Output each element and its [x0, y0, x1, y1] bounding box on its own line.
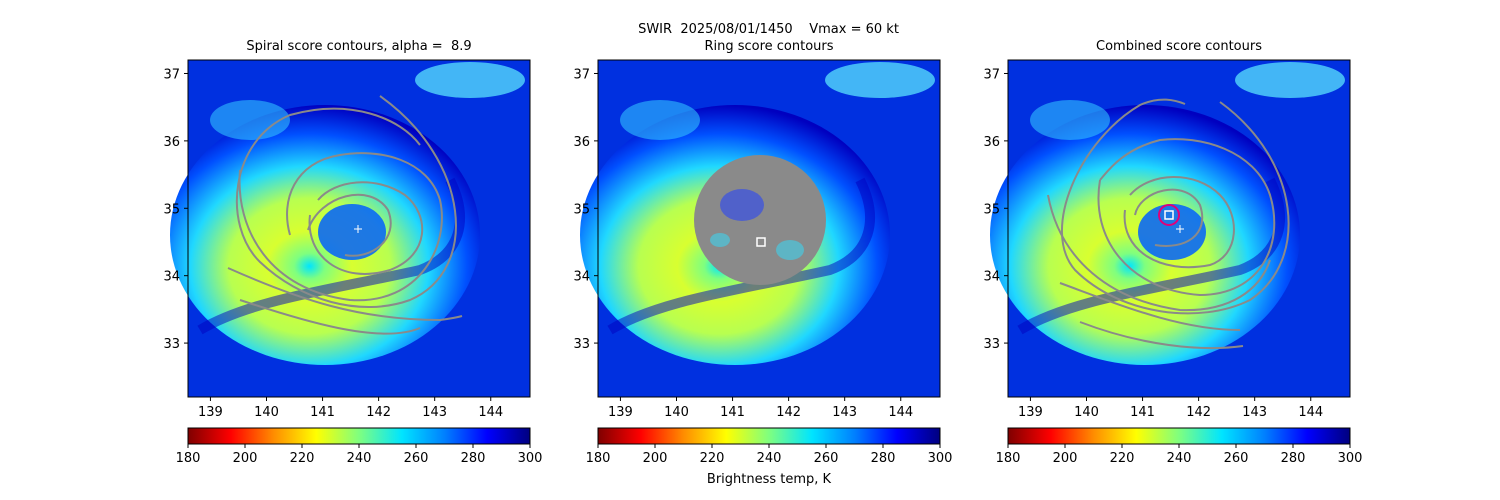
y-tick-label: 33 — [573, 337, 590, 352]
panel-1-storm-marker — [354, 225, 362, 233]
colorbar-tick-label: 300 — [1338, 451, 1363, 466]
y-tick-label: 35 — [163, 202, 180, 217]
x-tick-label: 144 — [478, 405, 503, 420]
x-tick-label: 144 — [1298, 405, 1323, 420]
panel-3-frame — [1007, 59, 1351, 398]
colorbar-tick-label: 200 — [233, 451, 258, 466]
colorbar-tick-label: 260 — [404, 451, 429, 466]
panel-3-x-axis: 139 140 141 142 143 144 — [1018, 397, 1323, 420]
panel-3: 139 140 141 142 143 144 33 34 35 36 37 — [983, 59, 1351, 420]
panel-2: 139 140 141 142 143 144 33 34 35 36 37 — [573, 59, 941, 420]
y-tick-label: 33 — [163, 337, 180, 352]
colorbar-3: 180 200 220 240 260 280 300 — [996, 427, 1363, 466]
panel-3-image — [990, 60, 1350, 397]
y-tick-label: 33 — [983, 337, 1000, 352]
colorbar-tick-label: 240 — [347, 451, 372, 466]
colorbar-2: 180 200 220 240 260 280 300 — [586, 427, 953, 466]
colorbar-tick-label: 300 — [928, 451, 953, 466]
x-tick-label: 141 — [310, 405, 335, 420]
y-tick-label: 35 — [573, 202, 590, 217]
y-tick-label: 34 — [983, 270, 1000, 285]
colorbar-tick-label: 280 — [871, 451, 896, 466]
panel-1-contours — [227, 95, 463, 335]
x-tick-label: 143 — [832, 405, 857, 420]
colorbar-tick-label: 180 — [586, 451, 611, 466]
colorbar-gradient — [1007, 427, 1351, 445]
panel-1-frame — [187, 59, 531, 398]
panel-3-title: Combined score contours — [1096, 39, 1262, 54]
colorbar-tick-label: 180 — [996, 451, 1021, 466]
colorbar-1: 180 200 220 240 260 280 300 — [176, 427, 543, 466]
y-tick-label: 35 — [983, 202, 1000, 217]
x-tick-label: 143 — [1242, 405, 1267, 420]
x-tick-label: 139 — [1018, 405, 1043, 420]
y-tick-label: 37 — [163, 67, 180, 82]
colorbar-gradient — [187, 427, 531, 445]
colorbar-tick-label: 260 — [1224, 451, 1249, 466]
colorbar-tick-label: 240 — [757, 451, 782, 466]
x-tick-label: 142 — [776, 405, 801, 420]
x-tick-label: 141 — [1130, 405, 1155, 420]
panel-2-frame — [597, 59, 941, 398]
panel-1-y-axis: 33 34 35 36 37 — [163, 67, 188, 352]
y-tick-label: 34 — [163, 270, 180, 285]
y-tick-label: 36 — [573, 135, 590, 150]
colorbar-tick-label: 200 — [1053, 451, 1078, 466]
colorbar-tick-label: 240 — [1167, 451, 1192, 466]
panel-2-title: Ring score contours — [704, 39, 834, 54]
x-tick-label: 144 — [888, 405, 913, 420]
colorbar-gradient — [597, 427, 941, 445]
panel-2-y-axis: 33 34 35 36 37 — [573, 67, 598, 352]
colorbar-tick-label: 180 — [176, 451, 201, 466]
panel-2-x-axis: 139 140 141 142 143 144 — [608, 397, 913, 420]
y-tick-label: 34 — [573, 270, 590, 285]
panel-1-title: Spiral score contours, alpha = 8.9 — [246, 39, 472, 54]
x-tick-label: 139 — [198, 405, 223, 420]
panel-2-ring-mask — [694, 155, 826, 285]
colorbar-label: Brightness temp, K — [706, 472, 832, 487]
y-tick-label: 36 — [983, 135, 1000, 150]
panel-3-contours — [1047, 98, 1290, 350]
colorbar-tick-label: 220 — [290, 451, 315, 466]
y-tick-label: 36 — [163, 135, 180, 150]
x-tick-label: 142 — [1186, 405, 1211, 420]
panel-3-storm-marker — [1176, 225, 1184, 233]
colorbar-tick-label: 260 — [814, 451, 839, 466]
x-tick-label: 140 — [254, 405, 279, 420]
panel-3-best-point — [1164, 210, 1174, 220]
colorbar-tick-label: 200 — [643, 451, 668, 466]
colorbar-tick-label: 220 — [700, 451, 725, 466]
y-tick-label: 37 — [983, 67, 1000, 82]
x-tick-label: 140 — [664, 405, 689, 420]
panel-3-best-circle — [1158, 204, 1180, 226]
x-tick-label: 143 — [422, 405, 447, 420]
colorbar-tick-label: 220 — [1110, 451, 1135, 466]
panel-2-best-point — [756, 237, 766, 247]
y-tick-label: 37 — [573, 67, 590, 82]
colorbar-tick-label: 300 — [518, 451, 543, 466]
x-tick-label: 139 — [608, 405, 633, 420]
x-tick-label: 140 — [1074, 405, 1099, 420]
panel-1: 139 140 141 142 143 144 33 34 35 36 37 — [163, 59, 531, 420]
panel-1-x-axis: 139 140 141 142 143 144 — [198, 397, 503, 420]
figure-suptitle: SWIR 2025/08/01/1450 Vmax = 60 kt — [638, 22, 899, 37]
colorbar-tick-label: 280 — [461, 451, 486, 466]
x-tick-label: 142 — [366, 405, 391, 420]
panel-3-y-axis: 33 34 35 36 37 — [983, 67, 1008, 352]
x-tick-label: 141 — [720, 405, 745, 420]
colorbar-tick-label: 280 — [1281, 451, 1306, 466]
